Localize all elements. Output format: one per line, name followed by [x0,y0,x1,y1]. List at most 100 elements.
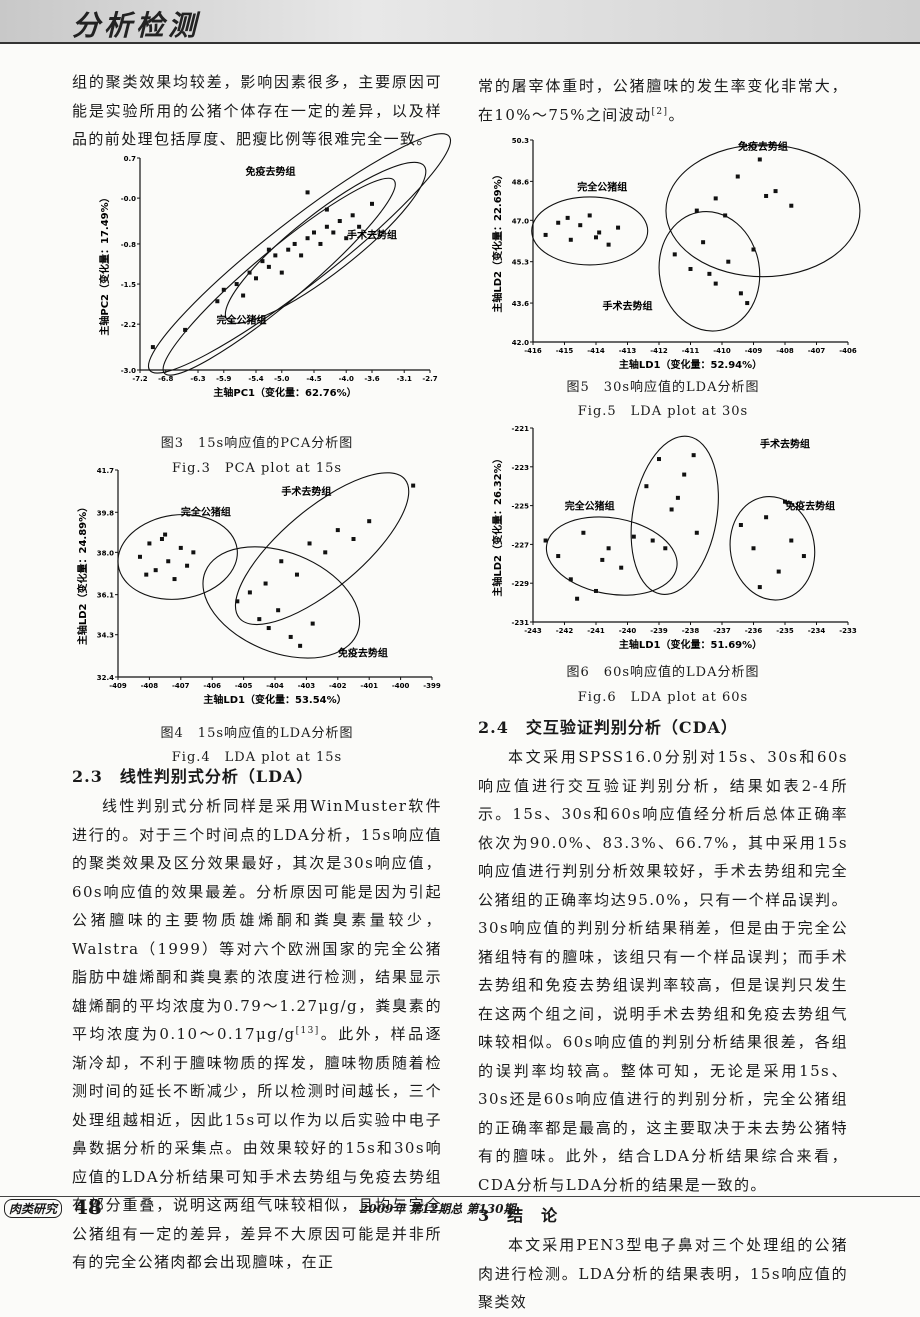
group-ellipse [202,546,361,659]
y-tick-label: -227 [511,541,529,549]
intro-right: 常的屠宰体重时，公猪膻味的发生率变化非常大，在10%～75%之间波动[2]。 [478,72,848,129]
group-ellipse [117,513,238,600]
figure: -409 -408 -407 -406 -405 -404 -403 -402 -401 -400… [76,467,441,706]
point [254,276,258,281]
point [606,242,611,247]
y-axis-label: 主轴LD2（变化量：24.89%） [76,502,89,645]
point [263,581,268,586]
point [323,550,328,555]
point [367,519,372,524]
point [751,247,756,252]
point [600,557,605,562]
point [776,569,781,574]
point [657,457,661,462]
point [789,203,794,208]
group-ellipse [224,161,427,324]
point [682,472,687,477]
point [757,585,762,590]
x-tick-label: -401 [360,682,378,690]
section-heading: 2.3 线性判别式分析（LDA） [72,767,314,786]
y-tick-label: -225 [511,503,529,511]
group-ellipse [658,211,761,332]
point [764,515,769,520]
x-tick-label: -5.9 [216,375,231,383]
x-tick-label: -5.0 [274,375,289,383]
x-tick-label: -240 [619,627,637,635]
point [137,554,142,559]
point [663,546,668,551]
y-tick-label: 36.1 [97,592,114,600]
reference: [2] [651,106,669,117]
page-number: 48 [74,1195,102,1219]
x-tick-label: -406 [203,682,221,690]
y-tick-label: 50.3 [512,137,529,145]
group-ellipse [729,496,816,601]
point [292,241,297,246]
x-tick-label: -411 [682,347,700,355]
reference: [13] [295,1026,320,1036]
point [783,499,787,504]
section-heading: 2.4 交互验证判别分析（CDA） [478,718,738,737]
point [318,241,323,246]
y-tick-label: -0.0 [121,195,136,203]
point [751,546,756,551]
x-tick-label: -6.3 [190,375,205,383]
point [147,541,152,546]
x-tick-label: -414 [587,347,605,355]
y-tick-label: 48.6 [512,178,529,186]
point [713,196,718,201]
point [279,270,284,275]
point [691,453,696,458]
x-axis-label: 主轴LD1（变化量：51.69%） [619,638,762,651]
x-tick-label: -408 [776,347,794,355]
point [335,528,340,533]
x-tick-label: -412 [650,347,668,355]
group-label: 完全公猪组 [217,313,267,326]
point [773,189,778,194]
intro-left: 组的聚类效果均较差，影响因素很多，主要原因可能是实验所用的公猪个体存在一定的差异… [72,73,442,148]
x-tick-label: -405 [235,682,253,690]
text: 。此外，样品逐渐冷却，不利于膻味物质的挥发，膻味物质随着检测时间的延长不断减少，… [72,1025,442,1271]
header-section: 分析检测 [72,9,201,42]
group-label: 手术去势组 [347,229,397,242]
point [266,626,271,631]
x-tick-label: -413 [619,347,637,355]
point [144,572,149,577]
group-label: 手术去势组 [281,485,331,498]
point [543,538,548,543]
x-tick-label: -3.1 [397,375,412,383]
x-tick-label: -403 [298,682,316,690]
x-tick-label: -233 [839,627,857,635]
point [594,588,598,593]
point [594,235,598,240]
x-tick-label: -235 [776,627,794,635]
point [694,530,699,535]
point [344,236,349,241]
group-label: 完全公猪组 [565,499,615,512]
point [299,253,304,258]
point [606,546,611,551]
point [556,554,561,559]
x-tick-label: -410 [713,347,731,355]
y-axis-label: 主轴LD2（变化量：22.69%） [491,169,504,312]
point [675,495,680,500]
y-tick-label: 34.3 [97,632,114,640]
point [764,193,769,198]
x-axis-label: 主轴LD1（变化量：53.54%） [203,693,346,706]
section: 2.3 线性判别式分析（LDA） 线性判别式分析同样是采用WinMuster软件… [72,762,442,1277]
caption: 图5 30s响应值的LDA分析图 [566,380,760,395]
point [801,554,806,559]
y-tick-label: 43.6 [512,300,529,308]
x-tick-label: -407 [172,682,190,690]
group-ellipse [630,435,719,595]
point [241,293,246,298]
x-tick-label: -402 [329,682,347,690]
point [166,559,171,564]
x-tick-label: -4.5 [306,375,321,383]
footer-issue: 2009年 第12期总 第130期 [360,1202,516,1216]
y-tick-label: -2.2 [121,321,136,329]
point [257,617,262,622]
point [234,282,239,287]
group-ellipse [234,472,410,626]
